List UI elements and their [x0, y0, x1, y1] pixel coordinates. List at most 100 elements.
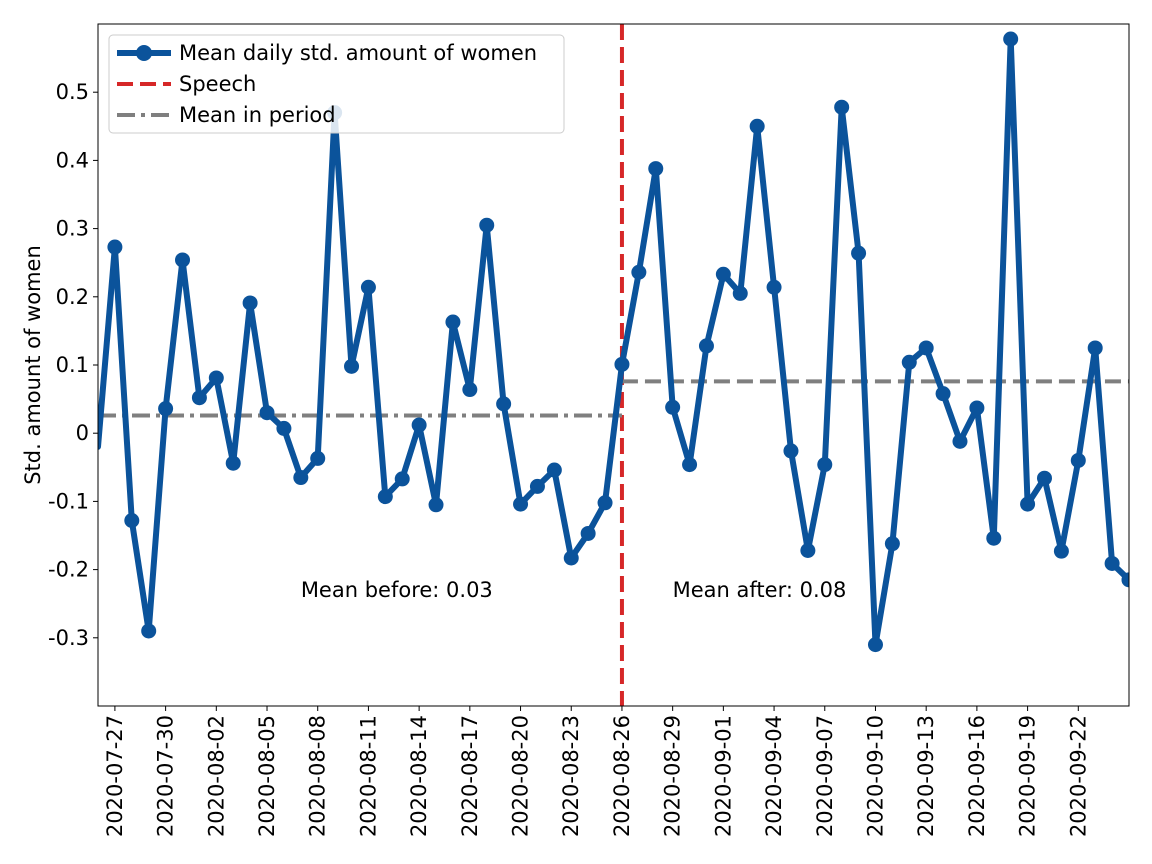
data-point	[513, 496, 529, 512]
x-tick-label: 2020-08-20	[509, 715, 533, 837]
data-point	[225, 455, 241, 471]
data-point	[884, 536, 900, 552]
annotation-text: Mean before: 0.03	[301, 578, 493, 602]
data-point	[1070, 452, 1086, 468]
data-point	[766, 279, 782, 295]
x-tick-label: 2020-08-17	[458, 715, 482, 837]
data-point	[394, 471, 410, 487]
y-tick-label: 0.3	[56, 217, 89, 241]
data-point	[918, 340, 934, 356]
data-point	[107, 239, 123, 255]
data-point	[208, 370, 224, 386]
y-tick-label: -0.1	[48, 489, 89, 513]
data-point	[783, 443, 799, 459]
y-axis-title: Std. amount of women	[21, 245, 45, 485]
data-point	[546, 462, 562, 478]
data-point	[124, 512, 140, 528]
data-point	[614, 356, 630, 372]
data-point	[867, 637, 883, 653]
y-tick-label: -0.2	[48, 558, 89, 582]
data-point	[851, 245, 867, 261]
y-tick-label: 0.5	[56, 80, 89, 104]
data-point	[935, 386, 951, 402]
data-point	[648, 161, 664, 177]
data-point	[952, 433, 968, 449]
x-tick-label: 2020-09-19	[1016, 715, 1040, 837]
x-tick-label: 2020-09-04	[762, 715, 786, 837]
legend-box	[108, 34, 565, 134]
x-tick-label: 2020-09-10	[863, 715, 887, 837]
x-tick-label: 2020-08-08	[306, 715, 330, 837]
data-point	[377, 489, 393, 505]
x-tick-label: 2020-08-26	[610, 715, 634, 837]
data-point	[496, 396, 512, 412]
x-tick-label: 2020-09-13	[914, 715, 938, 837]
data-point	[715, 266, 731, 282]
data-point	[1003, 31, 1019, 47]
data-point	[158, 401, 174, 417]
x-tick-label: 2020-09-01	[711, 715, 735, 837]
x-tick-label: 2020-09-07	[813, 715, 837, 837]
data-point	[175, 252, 191, 268]
y-tick-label: 0.2	[56, 285, 89, 309]
data-point	[597, 495, 613, 511]
data-point	[1020, 496, 1036, 512]
y-tick-label: 0.1	[56, 353, 89, 377]
data-point	[682, 457, 698, 473]
legend-label: Speech	[179, 72, 256, 96]
x-tick-label: 2020-07-30	[154, 715, 178, 837]
legend-item: Mean in period	[117, 103, 336, 127]
data-point	[1104, 555, 1120, 571]
x-tick-label: 2020-08-29	[661, 715, 685, 837]
x-tick-label: 2020-09-22	[1066, 715, 1090, 837]
data-point	[191, 390, 207, 406]
data-point	[580, 525, 596, 541]
data-point	[479, 217, 495, 233]
data-point	[749, 118, 765, 134]
data-point	[1087, 340, 1103, 356]
data-point	[141, 623, 157, 639]
data-point	[817, 457, 833, 473]
x-tick-label: 2020-08-11	[356, 715, 380, 837]
y-tick-label: 0	[76, 421, 89, 445]
data-point	[529, 478, 545, 494]
data-point	[800, 543, 816, 559]
y-tick-label: 0.4	[56, 148, 89, 172]
data-point	[411, 417, 427, 433]
y-tick-label: -0.3	[48, 626, 89, 650]
data-point	[344, 358, 360, 374]
data-point	[1036, 470, 1052, 486]
legend-item: Mean daily std. amount of women	[117, 41, 537, 65]
data-point	[462, 382, 478, 398]
x-tick-label: 2020-07-27	[103, 715, 127, 837]
legend-label: Mean in period	[179, 103, 336, 127]
data-point	[1053, 543, 1069, 559]
data-point	[310, 450, 326, 466]
data-point	[563, 550, 579, 566]
data-point	[1121, 572, 1129, 588]
data-point	[969, 400, 985, 416]
legend-label: Mean daily std. amount of women	[179, 41, 537, 65]
x-tick-label: 2020-08-05	[255, 715, 279, 837]
data-point	[428, 497, 444, 513]
data-point	[242, 295, 258, 311]
data-point	[834, 99, 850, 115]
data-point	[732, 285, 748, 301]
x-tick-label: 2020-09-16	[965, 715, 989, 837]
data-point	[901, 354, 917, 370]
x-tick-label: 2020-08-14	[407, 715, 431, 837]
data-point	[698, 338, 714, 354]
data-point	[360, 279, 376, 295]
x-tick-label: 2020-08-23	[559, 715, 583, 837]
x-tick-label: 2020-08-02	[204, 715, 228, 837]
data-point	[293, 470, 309, 486]
data-point	[986, 530, 1002, 546]
data-point	[259, 405, 275, 421]
legend-item: Speech	[117, 72, 256, 96]
data-point	[276, 420, 292, 436]
data-point	[445, 314, 461, 330]
data-point	[665, 399, 681, 415]
data-point	[631, 264, 647, 280]
